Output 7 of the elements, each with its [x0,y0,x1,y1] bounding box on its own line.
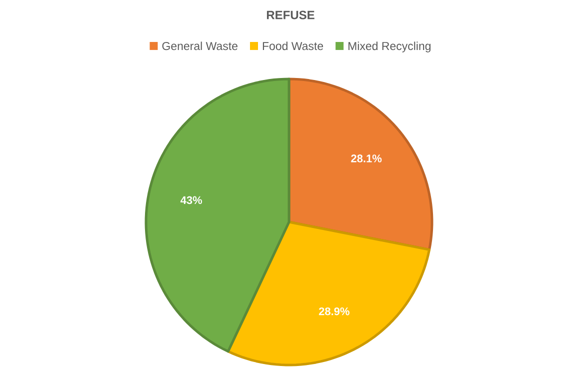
data-label: 28.9% [318,307,350,316]
data-label: 43% [180,196,202,204]
legend-label: Food Waste [262,42,324,50]
legend-label: General Waste [162,42,238,50]
chart-title: REFUSE [266,10,314,20]
legend-label: Mixed Recycling [348,42,431,52]
data-label: 28.1% [351,154,382,162]
